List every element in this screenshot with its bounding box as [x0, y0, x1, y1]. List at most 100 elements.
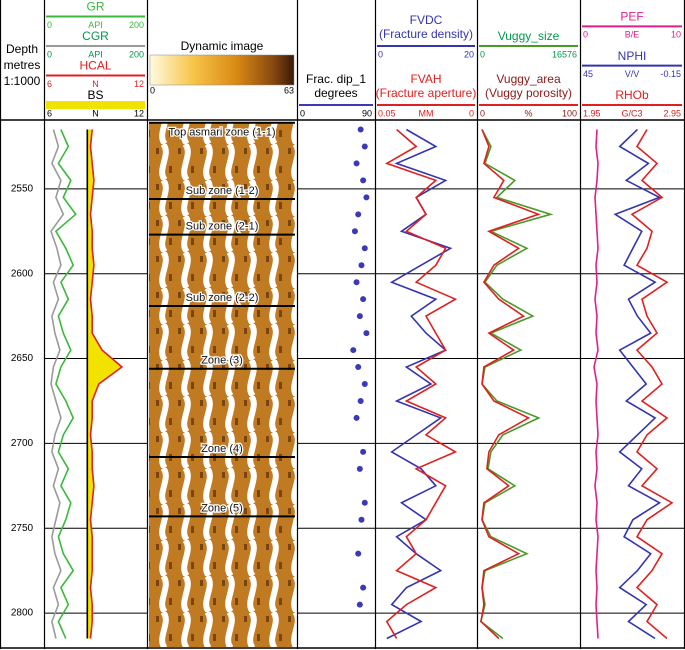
- scale-max: 0: [469, 108, 474, 118]
- scale-unit: B/E: [625, 30, 640, 40]
- track-curves: [593, 128, 674, 640]
- scale-min: 0: [583, 30, 588, 40]
- scale-unit: API: [88, 49, 103, 59]
- curve: [480, 129, 541, 640]
- track-curves: [350, 126, 370, 608]
- zone-label: Sub zone (2-2): [186, 292, 259, 304]
- dip-point: [357, 126, 364, 133]
- curve: [384, 128, 458, 639]
- colorbar-min: 0: [150, 85, 155, 95]
- curve: [54, 129, 77, 639]
- image-log: [149, 122, 295, 647]
- scale-max: 10: [671, 30, 681, 40]
- curve-description: degrees: [314, 86, 357, 100]
- curve-name: Vuggy_size: [498, 29, 560, 43]
- scale-max: 16576: [552, 49, 577, 59]
- depth-tick-label: 2700: [11, 438, 34, 449]
- dip-point: [353, 160, 360, 167]
- caliper-fill: [87, 129, 122, 639]
- scale-min: 0: [47, 20, 52, 30]
- scale-unit: MM: [419, 108, 434, 118]
- scale-unit: V/V: [625, 69, 640, 79]
- track-curves: [384, 128, 458, 640]
- curve-name: FVAH: [410, 72, 441, 86]
- dip-point: [363, 330, 370, 337]
- dip-point: [353, 279, 360, 286]
- scale-min: 0: [480, 49, 485, 59]
- depth-tick-label: 2600: [11, 268, 34, 279]
- curve-name: NPHI: [618, 49, 647, 63]
- scale-unit: API: [88, 20, 103, 30]
- depth-tick-label: 2550: [11, 184, 34, 195]
- curve: [613, 128, 662, 640]
- scale-min: 0: [480, 108, 485, 118]
- curve: [630, 129, 674, 640]
- scale-min: 0: [378, 49, 383, 59]
- curve-name: GR: [87, 0, 105, 14]
- curve: [593, 129, 599, 639]
- depth-tick-label: 2800: [11, 608, 34, 619]
- image-title: Dynamic image: [181, 39, 264, 53]
- dip-point: [355, 364, 362, 371]
- zone-label: Zone (5): [201, 502, 243, 514]
- curve-name: HCAL: [79, 59, 111, 73]
- dip-point: [355, 550, 362, 557]
- dip-point: [356, 313, 363, 320]
- scale-min: 1.95: [583, 108, 601, 118]
- depth-title: 1:1000: [4, 74, 41, 88]
- dip-point: [350, 347, 357, 354]
- dip-point: [351, 228, 358, 235]
- scale-max: 12: [134, 108, 144, 118]
- zone-label: Sub zone (1-2): [186, 185, 259, 197]
- depth-tick-label: 2750: [11, 523, 34, 534]
- curve: [50, 129, 65, 639]
- dip-point: [360, 177, 367, 184]
- zone-label: Top asmari zone (1-1): [169, 127, 276, 139]
- dip-point: [357, 397, 364, 404]
- dip-point: [361, 143, 368, 150]
- colorbar: [149, 54, 295, 86]
- curve-description: (Vuggy porosity): [485, 86, 572, 100]
- curve-name: RHOb: [615, 88, 649, 102]
- track-curves: [479, 129, 554, 640]
- scale-unit: N: [92, 79, 99, 89]
- curve-name: Vuggy_area: [496, 72, 561, 86]
- dip-point: [360, 584, 367, 591]
- dip-point: [361, 381, 368, 387]
- zone-label: Sub zone (2-1): [186, 221, 259, 233]
- colorbar-max: 63: [284, 85, 294, 95]
- dip-point: [358, 262, 365, 269]
- scale-max: 12: [134, 79, 144, 89]
- depth-title: metres: [4, 58, 41, 72]
- curve-name: CGR: [82, 29, 109, 43]
- zone-label: Zone (4): [201, 443, 243, 455]
- curve-name: BS: [87, 88, 103, 102]
- dip-point: [353, 414, 360, 421]
- scale-min: 6: [47, 108, 52, 118]
- scale-max: 200: [129, 20, 144, 30]
- track-curves: [50, 129, 124, 639]
- dip-point: [360, 296, 367, 303]
- curve-description: (Fracture density): [379, 27, 473, 41]
- curve: [89, 129, 124, 639]
- depth-title: Depth: [6, 42, 38, 56]
- scale-max: -0.15: [660, 69, 681, 79]
- dip-point: [355, 211, 362, 218]
- dip-point: [361, 245, 368, 252]
- depth-tick-label: 2650: [11, 353, 34, 364]
- dip-point: [356, 465, 363, 472]
- scale-max: 20: [464, 49, 474, 59]
- scale-max: 200: [129, 49, 144, 59]
- scale-min: 6: [47, 79, 52, 89]
- scale-min: 45: [583, 69, 593, 79]
- scale-min: 0: [47, 49, 52, 59]
- dip-point: [360, 448, 367, 455]
- dip-point: [363, 194, 370, 201]
- dip-point: [358, 516, 365, 523]
- scale-max: 2.95: [663, 108, 681, 118]
- scale-unit: N: [92, 108, 99, 118]
- scale-max: 100: [562, 108, 577, 118]
- curve-description: (Fracture aperture): [376, 86, 477, 100]
- scale-min: 0.05: [378, 108, 396, 118]
